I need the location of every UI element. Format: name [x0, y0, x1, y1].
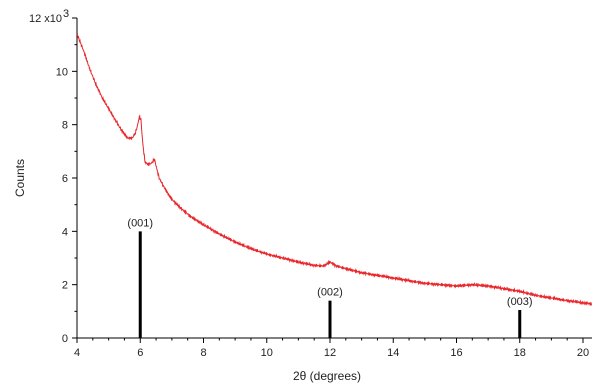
- x-tick-label: 20: [577, 347, 589, 359]
- x-tick-label: 14: [387, 347, 399, 359]
- reflection-label: (001): [127, 217, 153, 229]
- y-multiplier-exponent: 3: [63, 8, 69, 20]
- y-tick-label: 6: [62, 173, 68, 185]
- y-tick-label: 0: [62, 333, 68, 345]
- x-tick-label: 10: [261, 347, 273, 359]
- y-tick-label: 2: [62, 280, 68, 292]
- reflection-markers: (001) (002) (003): [127, 217, 533, 338]
- x-tick-label: 4: [74, 347, 80, 359]
- x-axis-title: 2θ (degrees): [293, 369, 361, 383]
- x-tick-label: 8: [200, 347, 206, 359]
- y-tick-label: 8: [62, 120, 68, 132]
- x-tick-label: 18: [514, 347, 526, 359]
- reflection-label: (002): [317, 287, 343, 299]
- x-tick-label: 12: [324, 347, 336, 359]
- x-ticks: 4 6 8 10 12 14 16 18 20: [74, 338, 589, 359]
- y-tick-label: 10: [56, 66, 68, 78]
- y-tick-label: 12 x10: [29, 13, 62, 25]
- reflection-label: (003): [507, 296, 533, 308]
- x-tick-label: 16: [450, 347, 462, 359]
- y-tick-label: 4: [62, 226, 68, 238]
- series-line: [76, 33, 592, 307]
- y-axis-title: Counts: [13, 159, 27, 197]
- y-ticks: 0 2 4 6 8 10 12 x10 3: [29, 8, 77, 345]
- x-tick-label: 6: [137, 347, 143, 359]
